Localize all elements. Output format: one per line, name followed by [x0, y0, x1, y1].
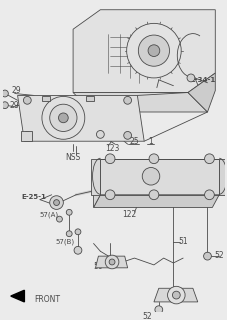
Circle shape [23, 132, 31, 139]
Circle shape [66, 209, 72, 215]
Circle shape [123, 132, 131, 139]
Bar [218, 159, 227, 195]
Circle shape [148, 45, 159, 57]
Circle shape [2, 90, 8, 97]
Circle shape [204, 154, 213, 164]
Circle shape [74, 246, 81, 254]
Circle shape [203, 252, 210, 260]
Circle shape [154, 306, 162, 314]
Polygon shape [17, 95, 143, 141]
Polygon shape [73, 92, 207, 112]
Polygon shape [93, 159, 100, 207]
Text: 29: 29 [10, 101, 19, 110]
Circle shape [23, 96, 31, 104]
Text: 25: 25 [129, 137, 139, 146]
Text: 29: 29 [12, 86, 21, 95]
Circle shape [56, 216, 62, 222]
Polygon shape [153, 288, 197, 302]
Text: 57(B): 57(B) [55, 238, 74, 245]
Circle shape [109, 259, 114, 265]
Circle shape [66, 231, 72, 237]
Text: 123: 123 [104, 144, 119, 153]
Text: 51: 51 [178, 237, 187, 246]
Circle shape [148, 154, 158, 164]
Circle shape [42, 96, 84, 139]
Circle shape [123, 96, 131, 104]
Circle shape [49, 104, 77, 132]
Text: FRONT: FRONT [34, 295, 59, 304]
Circle shape [75, 229, 81, 235]
Circle shape [204, 190, 213, 200]
Polygon shape [95, 256, 127, 268]
Bar [85, 96, 93, 101]
Circle shape [105, 154, 114, 164]
Circle shape [96, 131, 104, 138]
Bar [42, 96, 49, 101]
Circle shape [142, 167, 159, 185]
Circle shape [167, 286, 184, 304]
Circle shape [105, 190, 114, 200]
Text: 52: 52 [142, 312, 151, 320]
Text: NSS: NSS [65, 153, 80, 162]
Text: 52: 52 [213, 251, 223, 260]
Circle shape [2, 102, 8, 108]
Circle shape [126, 23, 180, 78]
Polygon shape [93, 195, 218, 207]
Polygon shape [11, 290, 24, 302]
Polygon shape [187, 73, 214, 112]
Bar [100, 159, 218, 195]
Circle shape [148, 190, 158, 200]
Bar [90, 159, 100, 195]
Circle shape [186, 74, 194, 82]
Circle shape [58, 113, 68, 123]
Text: 57(A): 57(A) [39, 211, 58, 218]
Circle shape [138, 35, 169, 66]
Circle shape [172, 291, 179, 299]
Text: 1: 1 [148, 137, 153, 146]
Text: 50: 50 [93, 262, 103, 271]
Bar [20, 132, 32, 141]
Circle shape [105, 255, 118, 269]
Circle shape [53, 200, 59, 205]
Polygon shape [73, 10, 214, 92]
Text: 122: 122 [122, 210, 136, 219]
Text: E-25-1: E-25-1 [22, 194, 46, 200]
Polygon shape [100, 159, 218, 195]
Circle shape [49, 196, 63, 209]
Text: E-34-1: E-34-1 [189, 77, 214, 83]
